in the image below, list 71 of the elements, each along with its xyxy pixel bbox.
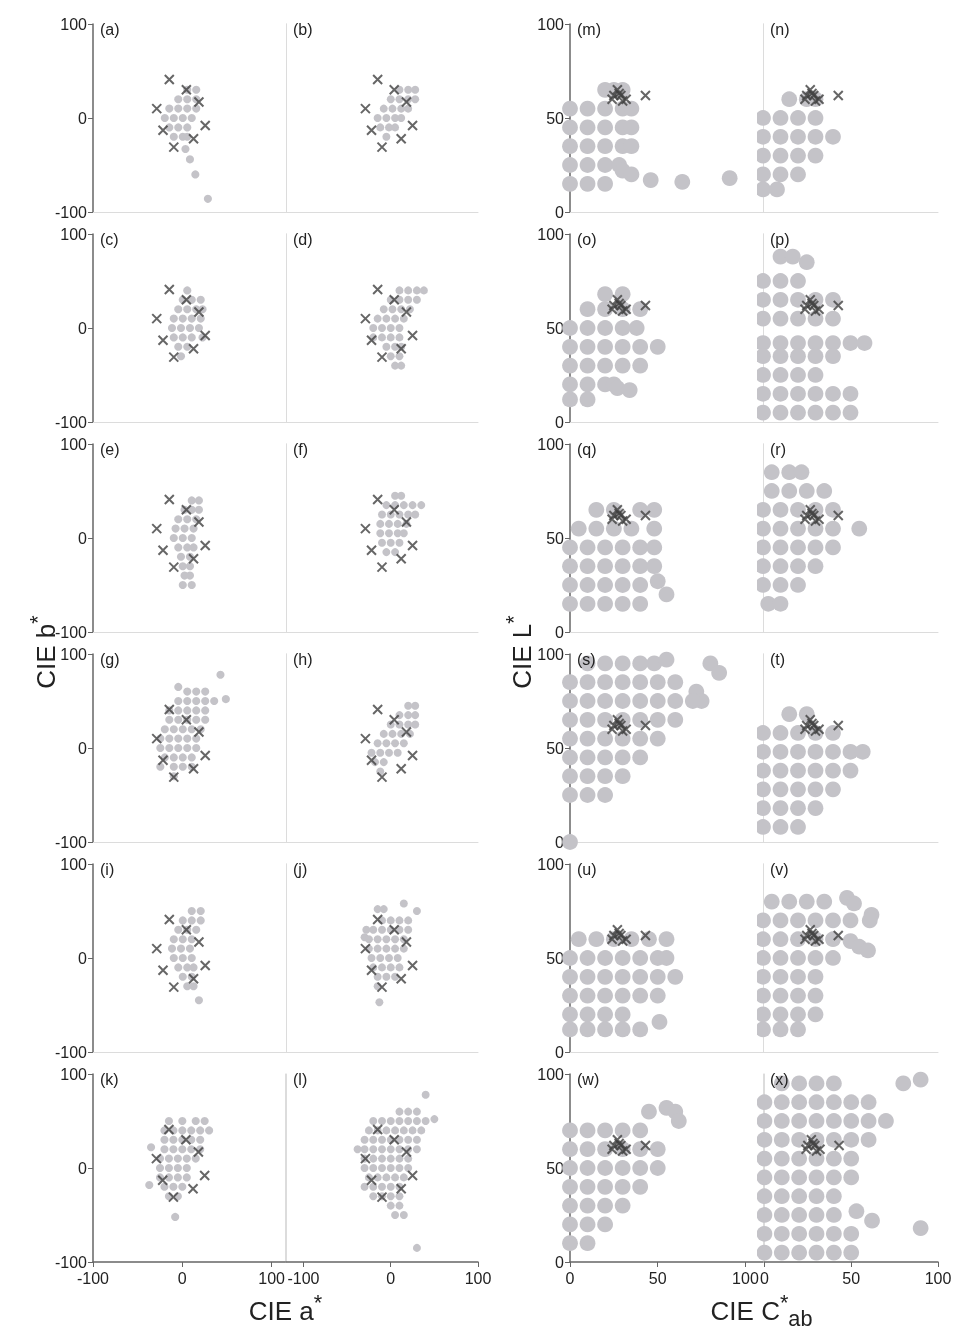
y-tick-label: 100 — [537, 645, 565, 663]
x-tick-label: 100 — [924, 1269, 952, 1287]
chart-title: (c) — [100, 230, 119, 248]
chart-title: (g) — [100, 650, 120, 668]
chart-title: (f) — [293, 440, 309, 458]
y-tick-label: 0 — [555, 1253, 565, 1271]
x-tick-label: 0 — [177, 1269, 187, 1287]
y-tick-label: -100 — [54, 833, 88, 851]
y-tick-label: 0 — [555, 833, 565, 851]
y-tick-label: 100 — [60, 435, 88, 453]
chart-title: (d) — [293, 230, 313, 248]
y-tick-label: -100 — [54, 203, 88, 221]
chart-title: (l) — [293, 1070, 308, 1088]
x-tick-label: 0 — [386, 1269, 396, 1287]
chart-title: (t) — [770, 650, 786, 668]
chart-title: (m) — [577, 20, 601, 38]
y-tick-label: 0 — [78, 319, 88, 337]
x-tick-label: 100 — [464, 1269, 492, 1287]
y-tick-label: 100 — [60, 1065, 88, 1083]
y-tick-label: 100 — [537, 435, 565, 453]
x-axis-title: CIE a$^{*}$ — [247, 1290, 324, 1327]
y-tick-label: 50 — [546, 109, 565, 127]
y-tick-label: 0 — [555, 623, 565, 641]
chart-title: (w) — [577, 1070, 600, 1088]
chart-title: (h) — [293, 650, 313, 668]
x-tick-label: 0 — [760, 1269, 769, 1287]
y-tick-label: 100 — [537, 15, 565, 33]
y-tick-label: 0 — [78, 739, 88, 757]
chart-title: (j) — [293, 860, 308, 878]
y-tick-label: 0 — [555, 203, 565, 221]
y-tick-label: 0 — [78, 109, 88, 127]
y-tick-label: 100 — [60, 645, 88, 663]
chart-title: (p) — [770, 230, 790, 248]
chart-title: (s) — [577, 650, 596, 668]
chart-title: (n) — [770, 20, 790, 38]
chart-title: (r) — [770, 440, 786, 458]
chart-title: (o) — [577, 230, 597, 248]
y-tick-label: 100 — [537, 1065, 565, 1083]
y-tick-label: 100 — [537, 225, 565, 243]
y-tick-label: 50 — [546, 529, 565, 547]
x-tick-label: 50 — [842, 1269, 861, 1287]
y-tick-label: 0 — [555, 413, 565, 431]
y-tick-label: 0 — [78, 1159, 88, 1177]
y-tick-label: 0 — [555, 1043, 565, 1061]
y-tick-label: 100 — [60, 225, 88, 243]
y-tick-label: 0 — [78, 949, 88, 967]
y-tick-label: 50 — [546, 949, 565, 967]
y-tick-label: 0 — [78, 529, 88, 547]
y-tick-label: -100 — [54, 413, 88, 431]
chart-title: (b) — [293, 20, 313, 38]
x-tick-label: 50 — [648, 1269, 667, 1287]
y-tick-label: -100 — [54, 1043, 88, 1061]
y-tick-label: 100 — [537, 855, 565, 873]
x-tick-label: 100 — [732, 1269, 759, 1287]
x-tick-label: -100 — [287, 1269, 320, 1287]
y-tick-label: 100 — [60, 855, 88, 873]
y-tick-label: 50 — [546, 1159, 565, 1177]
chart-title: (u) — [577, 860, 597, 878]
chart-title: (k) — [100, 1070, 119, 1088]
y-tick-label: 50 — [546, 319, 565, 337]
chart-title: (a) — [100, 20, 120, 38]
y-tick-label: 50 — [546, 739, 565, 757]
y-tick-label: -100 — [54, 623, 88, 641]
chart-title: (v) — [770, 860, 789, 878]
chart-title: (x) — [770, 1070, 789, 1088]
chart-title: (i) — [100, 860, 115, 878]
y-tick-label: 100 — [60, 15, 88, 33]
chart-title: (e) — [100, 440, 120, 458]
chart-title: (q) — [577, 440, 597, 458]
x-tick-label: 100 — [258, 1269, 286, 1287]
y-tick-label: -100 — [54, 1253, 88, 1271]
